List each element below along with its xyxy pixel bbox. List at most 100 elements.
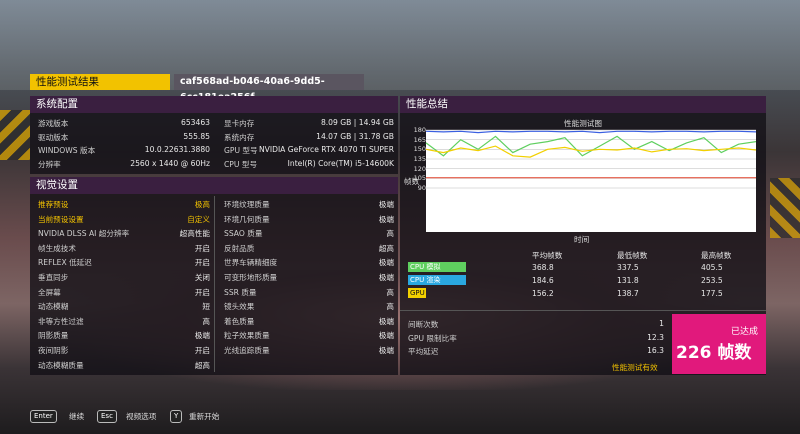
chart-title: 性能测试图: [564, 119, 602, 128]
visual-settings-header: 视觉设置: [30, 177, 398, 194]
achievement-label: 已达成: [730, 327, 758, 337]
summary-divider: [400, 310, 766, 311]
visual-right-value: 极端: [378, 346, 394, 355]
visual-left-value: 极高: [194, 200, 210, 209]
stats-value: 16.3: [647, 346, 664, 355]
system-left-value: 653463: [181, 118, 210, 127]
visual-right-label: 环境几何质量: [224, 214, 270, 224]
system-right-label: CPU 型号: [224, 159, 258, 169]
chart-series-line: [425, 145, 757, 158]
visual-left-row: 当前预设设置 自定义: [38, 214, 210, 225]
visual-right-row: 可变形地形质量 极端: [224, 272, 394, 283]
visual-left-value: 极端: [194, 331, 210, 341]
stats-row: 平均延迟 16.3: [408, 346, 664, 357]
visual-left-row: REFLEX 低延迟 开启: [38, 257, 210, 268]
system-left-row: 分辨率 2560 x 1440 @ 60Hz: [38, 159, 210, 170]
visual-right-label: 环境纹理质量: [224, 200, 270, 209]
system-left-value: 2560 x 1440 @ 60Hz: [130, 158, 210, 168]
visual-left-value: 关闭: [194, 273, 210, 282]
system-right-label: GPU 型号: [224, 146, 258, 155]
visual-right-row: 着色质量 极端: [224, 316, 394, 327]
visual-left-label: 当前预设设置: [38, 214, 84, 224]
chart-y-tick-label: 135: [413, 155, 426, 163]
visual-right-value: 高: [386, 302, 394, 312]
visual-left-value: 开启: [194, 258, 210, 268]
visual-settings-divider: [214, 196, 215, 372]
visual-left-value: 开启: [194, 243, 210, 253]
visual-right-value: 极端: [378, 200, 394, 209]
visual-left-label: 阴影质量: [38, 331, 69, 341]
system-left-label: 分辨率: [38, 159, 61, 169]
valid-status: 性能测试有效: [612, 363, 658, 372]
visual-right-row: 镜头效果 高: [224, 301, 394, 312]
footer-key-y[interactable]: Y: [170, 410, 183, 423]
summary-min-value: 138.7: [617, 289, 639, 298]
system-right-value: NVIDIA GeForce RTX 4070 Ti SUPER: [258, 145, 394, 154]
stats-label: 间断次数: [408, 320, 439, 329]
visual-right-label: 着色质量: [224, 316, 255, 326]
visual-right-label: 光线追踪质量: [224, 346, 270, 355]
chart-y-tick-label: 105: [413, 174, 426, 183]
system-right-label: 系统内存: [224, 132, 255, 142]
visual-right-label: 镜头效果: [224, 302, 255, 312]
visual-left-value: 超高性能: [179, 229, 210, 239]
visual-left-row: 推荐预设 极高: [38, 199, 210, 210]
chart-y-tick-label: 180: [413, 126, 426, 134]
stats-value: 12.3: [647, 332, 664, 342]
performance-summary-header: 性能总结: [400, 96, 766, 113]
visual-left-row: NVIDIA DLSS AI 超分辨率 超高性能: [38, 228, 210, 239]
system-left-value: 555.85: [183, 131, 210, 141]
visual-right-value: 极端: [378, 258, 394, 268]
visual-left-value: 开启: [194, 287, 210, 297]
chart-x-axis-label: 时间: [574, 235, 590, 244]
visual-left-value: 开启: [194, 346, 210, 355]
visual-left-value: 高: [202, 316, 210, 326]
visual-right-label: 世界车辆精细度: [224, 258, 278, 268]
legend-chip: CPU 模拟: [408, 262, 466, 272]
visual-right-label: SSR 质量: [224, 287, 257, 297]
visual-left-row: 非等方性过滤 高: [38, 316, 210, 327]
performance-chart: 性能测试图 帧数 时间 180 165 150 135 120 105 90: [404, 118, 762, 246]
stats-value: 1: [659, 319, 664, 328]
visual-left-row: 全屏幕 开启: [38, 287, 210, 298]
system-right-value: 8.09 GB | 14.94 GB: [320, 118, 394, 127]
footer-key-esc[interactable]: Esc: [97, 410, 117, 423]
system-left-label: 驱动版本: [38, 132, 69, 142]
run-id-label: caf568ad-b046-40a6-9dd5-6cc181ea256f: [174, 74, 364, 103]
footer-action-label[interactable]: 视频选项: [126, 412, 157, 421]
chart-plot-background: [426, 130, 756, 232]
visual-left-label: 帧生成技术: [38, 243, 76, 253]
visual-right-label: SSAO 质量: [224, 229, 263, 239]
footer-action-label[interactable]: 重新开始: [189, 412, 220, 421]
col-min-header: 最低帧数: [617, 251, 648, 260]
chart-plot-area: [425, 129, 757, 232]
visual-left-value: 自定义: [187, 214, 210, 224]
summary-avg-value: 184.6: [532, 276, 554, 285]
visual-left-label: 推荐预设: [38, 200, 69, 209]
summary-min-value: 131.8: [617, 276, 639, 285]
visual-right-value: 高: [386, 287, 394, 297]
chart-series-line: [425, 135, 757, 157]
stats-label: GPU 限制比率: [408, 333, 457, 343]
visual-right-row: SSAO 质量 高: [224, 228, 394, 239]
visual-right-label: 可变形地形质量: [224, 273, 278, 282]
visual-left-label: 动态模糊: [38, 302, 69, 312]
chart-y-tick-label: 90: [417, 184, 426, 192]
stats-row: GPU 限制比率 12.3: [408, 333, 664, 344]
chart-y-tick-label: 150: [413, 145, 426, 154]
system-right-row: 显卡内存 8.09 GB | 14.94 GB: [224, 118, 394, 129]
visual-right-row: 粒子效果质量 极端: [224, 330, 394, 341]
visual-right-row: SSR 质量 高: [224, 287, 394, 298]
stats-row: 间断次数 1: [408, 319, 664, 330]
visual-left-row: 动态模糊质量 超高: [38, 360, 210, 371]
system-right-label: 显卡内存: [224, 119, 255, 128]
visual-left-value: 短: [202, 302, 210, 312]
system-left-row: WINDOWS 版本 10.0.22631.3880: [38, 145, 210, 156]
footer-key-enter[interactable]: Enter: [30, 410, 57, 423]
visual-left-label: REFLEX 低延迟: [38, 258, 92, 268]
system-left-label: 游戏版本: [38, 119, 69, 128]
footer-action-label[interactable]: 继续: [69, 412, 85, 421]
chart-series-line: [425, 130, 757, 134]
chart-y-axis-label: 帧数: [404, 177, 420, 186]
visual-right-label: 粒子效果质量: [224, 331, 270, 341]
